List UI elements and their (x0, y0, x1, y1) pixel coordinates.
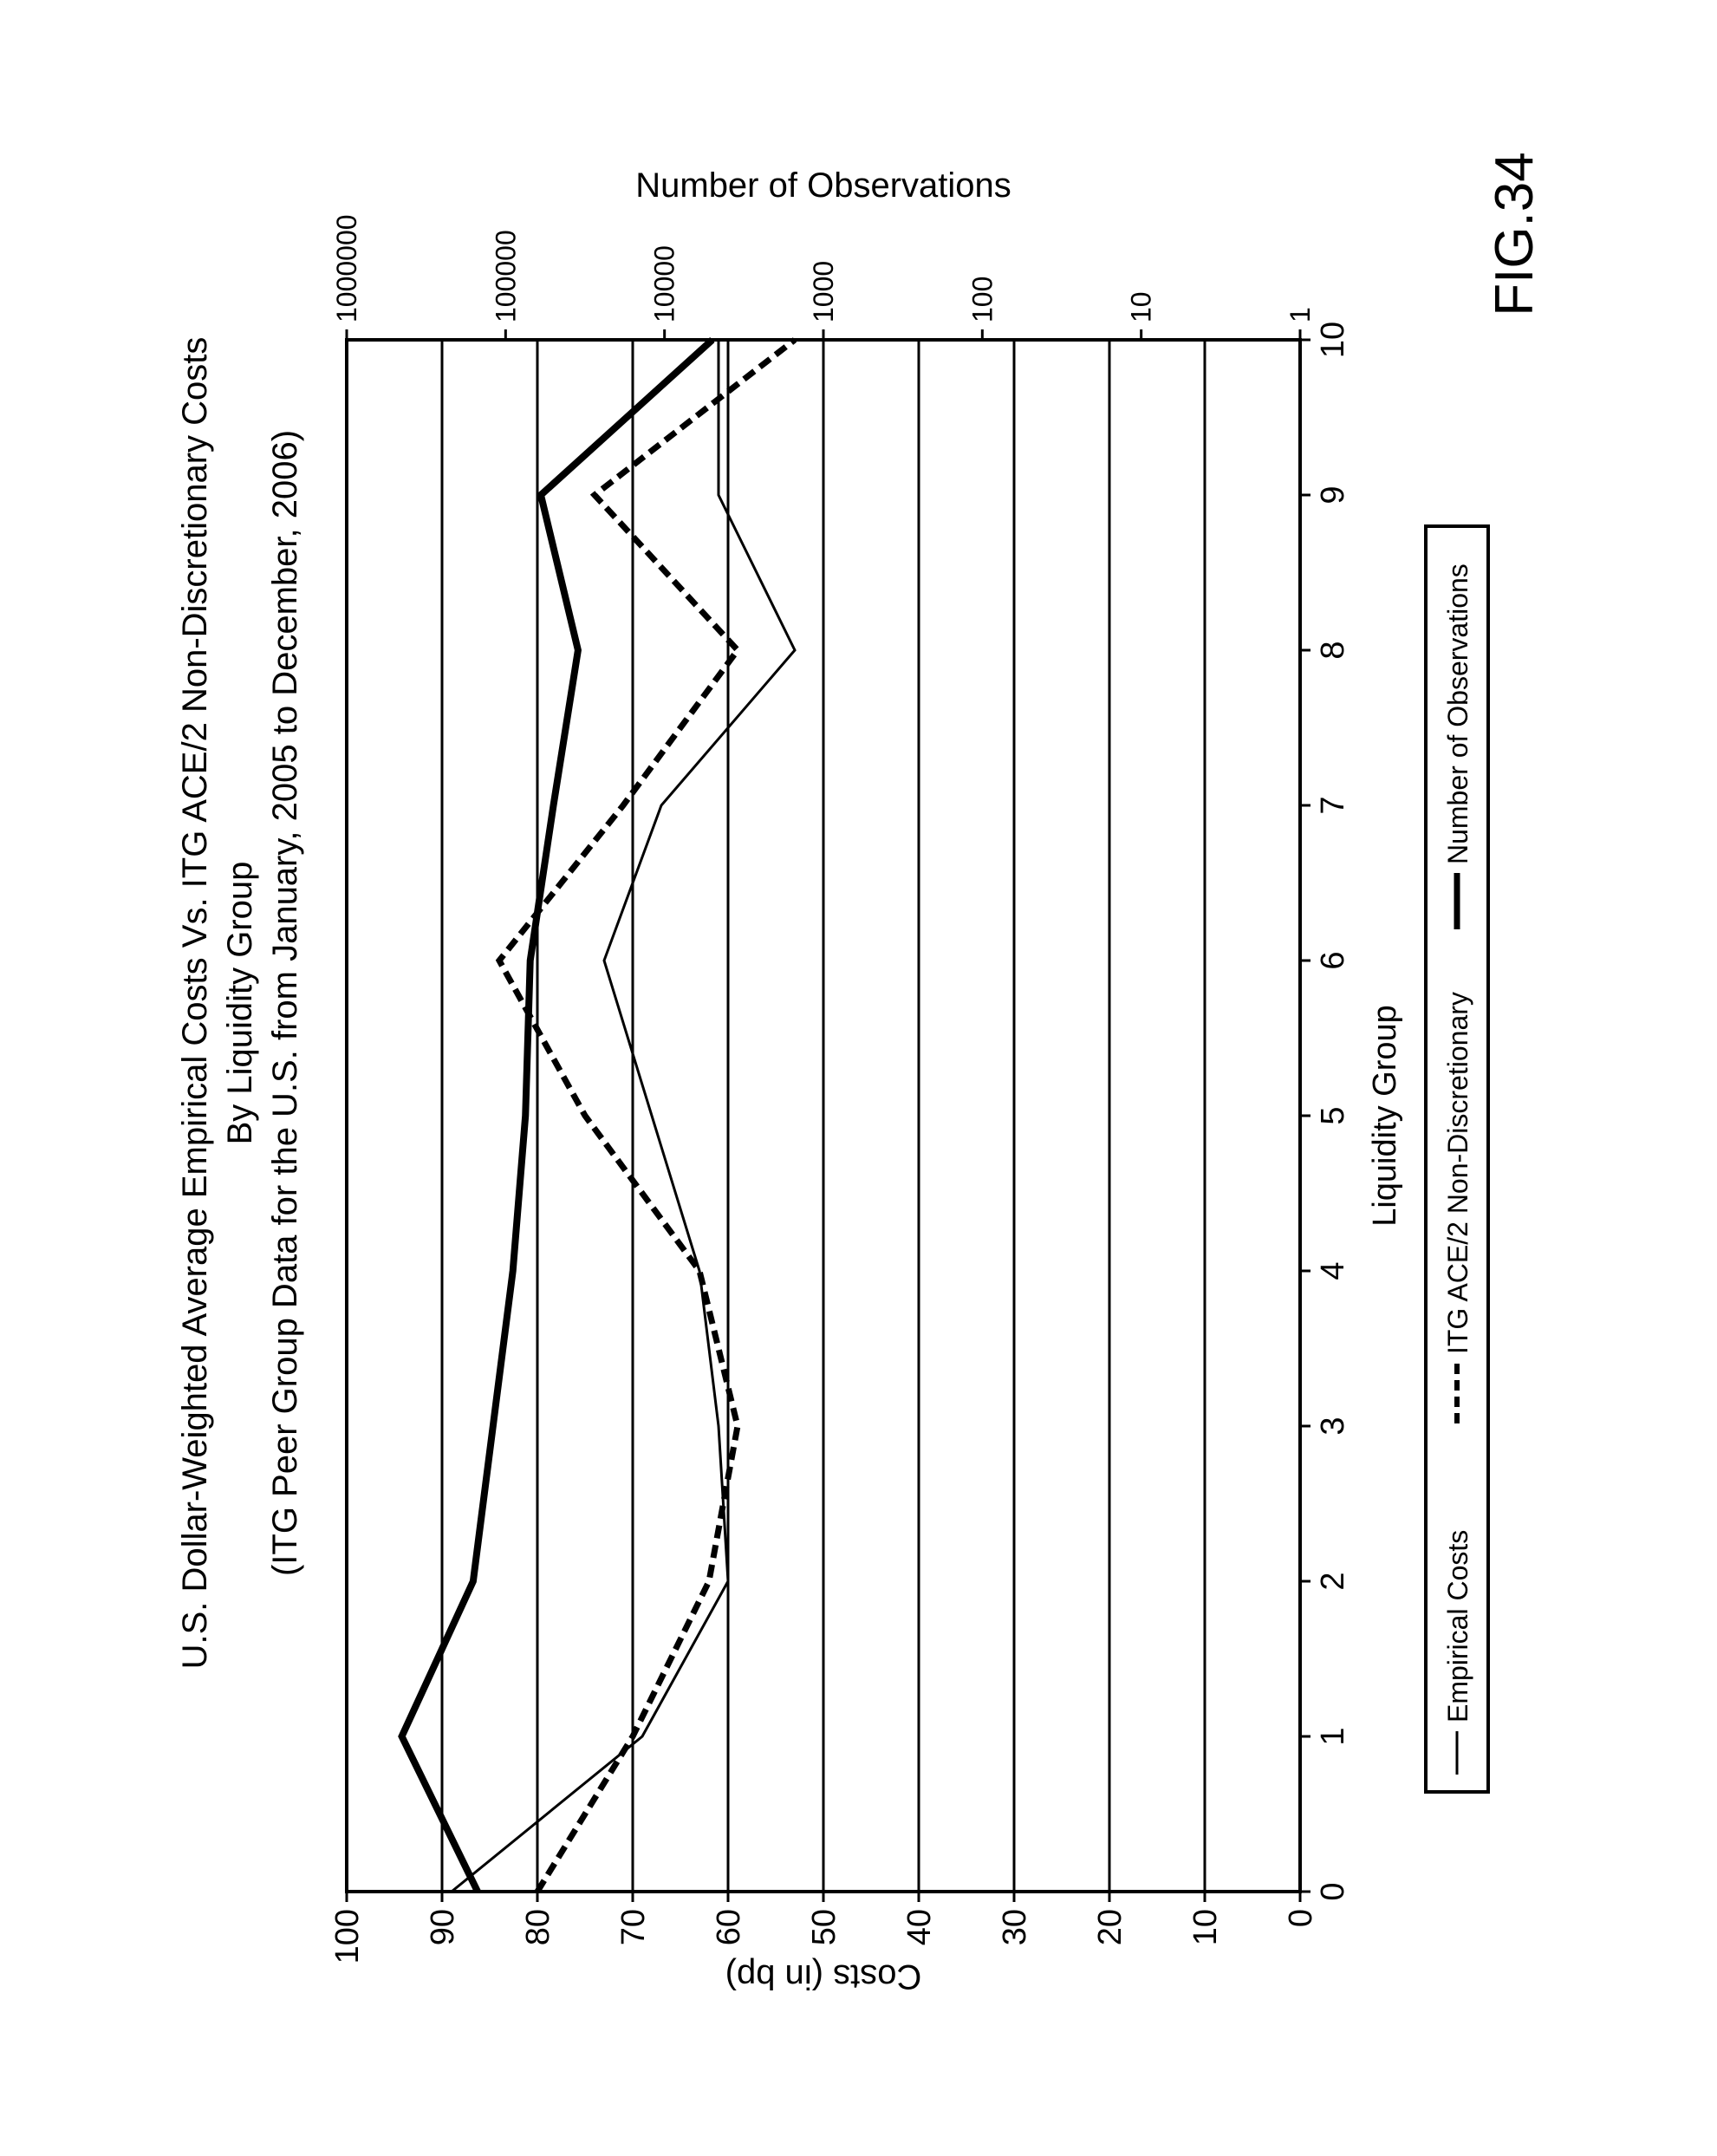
x-tick-label: 0 (1315, 1882, 1351, 1900)
y2-tick-label: 10 (1126, 291, 1157, 322)
y-axis-label: Costs (in bp) (725, 1957, 922, 1996)
y2-axis-label: Number of Observations (635, 166, 1011, 205)
y-tick-label: 100 (329, 1909, 366, 1964)
chart-title: U.S. Dollar-Weighted Average Empirical C… (176, 337, 214, 1670)
x-tick-label: 1 (1315, 1727, 1351, 1745)
y2-tick-label: 1000000 (331, 214, 362, 322)
x-tick-label: 7 (1315, 796, 1351, 814)
x-tick-label: 10 (1315, 322, 1351, 358)
x-tick-label: 2 (1315, 1572, 1351, 1590)
y-tick-label: 40 (901, 1909, 938, 1945)
figure-label: FIG.34 (1485, 152, 1545, 316)
y2-tick-label: 1000 (808, 261, 839, 322)
x-tick-label: 6 (1315, 951, 1351, 969)
y-tick-label: 70 (615, 1909, 652, 1945)
x-tick-label: 3 (1315, 1417, 1351, 1435)
y-tick-label: 10 (1187, 1909, 1224, 1945)
chart: U.S. Dollar-Weighted Average Empirical C… (176, 166, 1488, 1996)
y-tick-label: 80 (520, 1909, 556, 1945)
y2-tick-label: 100000 (490, 230, 521, 322)
axis-ticks: 0102030405060708090100012345678910110100… (329, 214, 1351, 1964)
y-tick-label: 90 (425, 1909, 461, 1945)
y-tick-label: 0 (1283, 1909, 1319, 1927)
x-tick-label: 5 (1315, 1106, 1351, 1124)
x-tick-label: 4 (1315, 1261, 1351, 1280)
series-empirical-costs (452, 340, 795, 1892)
x-tick-label: 8 (1315, 641, 1351, 659)
legend-label-itg-ace2: ITG ACE/2 Non-Discretionary (1442, 992, 1473, 1354)
y-tick-label: 20 (1092, 1909, 1128, 1945)
y2-tick-label: 1 (1284, 307, 1316, 322)
x-axis-label: Liquidity Group (1367, 1005, 1403, 1227)
series-lines (402, 340, 795, 1892)
x-tick-label: 9 (1315, 485, 1351, 504)
legend-label-empirical-costs: Empirical Costs (1442, 1530, 1473, 1723)
y2-tick-label: 100 (966, 277, 998, 322)
y-tick-label: 30 (997, 1909, 1033, 1945)
legend-label-number-of-observations: Number of Observations (1442, 563, 1473, 864)
legend: Empirical Costs ITG ACE/2 Non-Discretion… (1426, 526, 1488, 1792)
y-tick-label: 50 (806, 1909, 842, 1945)
y-tick-label: 60 (711, 1909, 747, 1945)
series-itg-ace2-non-discretionary (499, 340, 795, 1892)
y2-tick-label: 10000 (649, 245, 680, 322)
chart-subtitle: By Liquidity Group (221, 862, 259, 1145)
chart-subtitle-period: (ITG Peer Group Data for the U.S. from J… (266, 430, 304, 1576)
